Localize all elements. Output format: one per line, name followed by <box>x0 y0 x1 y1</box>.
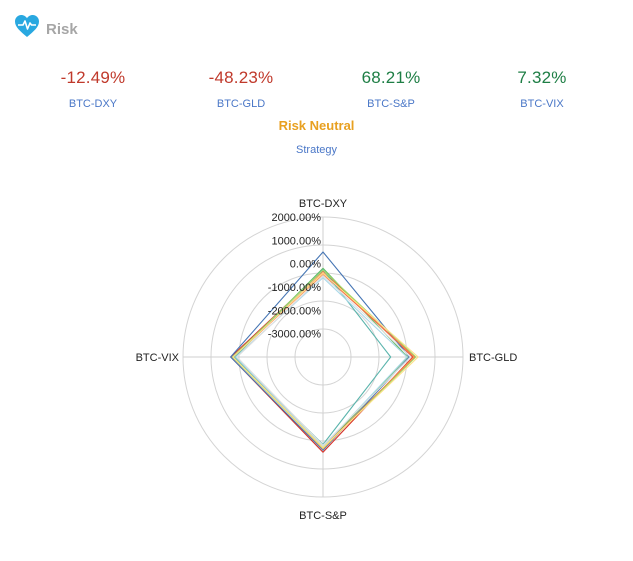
risk-mode-label: Risk Neutral <box>278 118 355 133</box>
series-line <box>230 270 414 453</box>
series-line <box>233 271 415 450</box>
metric-label: BTC-VIX <box>520 98 564 110</box>
tick-label: -1000.00% <box>268 282 321 294</box>
metric-value: -12.49% <box>60 68 126 87</box>
metric-value: -48.23% <box>208 68 274 87</box>
metric-btc-dxy: -12.49% BTC-DXY <box>28 68 158 110</box>
metric-btc-sp: 68.21% BTC-S&P <box>326 68 456 110</box>
metric-label: BTC-DXY <box>68 98 118 110</box>
tick-label: 0.00% <box>290 259 321 271</box>
axis-label: BTC-VIX <box>136 352 180 364</box>
panel-title: Risk <box>46 20 78 38</box>
tick-label: -3000.00% <box>268 329 321 341</box>
series-line <box>235 277 408 448</box>
metric-btc-gld: -48.23% BTC-GLD <box>176 68 306 110</box>
pulse-line <box>18 20 36 30</box>
tick-label: 1000.00% <box>271 235 321 247</box>
axis-label: BTC-DXY <box>299 198 348 210</box>
metric-value: 7.32% <box>517 68 567 87</box>
panel-header: Risk <box>14 14 78 38</box>
series-line <box>230 251 410 451</box>
series-line <box>236 275 412 446</box>
tick-label: -2000.00% <box>268 305 321 317</box>
axis-label: BTC-GLD <box>469 352 517 364</box>
axis-label: BTC-S&P <box>299 510 347 522</box>
metric-label: BTC-GLD <box>216 98 266 110</box>
tick-label: 2000.00% <box>271 212 321 224</box>
metric-label: BTC-S&P <box>367 98 415 110</box>
heart-pulse-icon <box>15 15 39 37</box>
strategy-label[interactable]: Strategy <box>296 144 337 156</box>
series-line <box>232 272 419 449</box>
metric-btc-vix: 7.32% BTC-VIX <box>477 68 607 110</box>
metric-value: 68.21% <box>361 68 421 87</box>
series-line <box>234 267 409 450</box>
